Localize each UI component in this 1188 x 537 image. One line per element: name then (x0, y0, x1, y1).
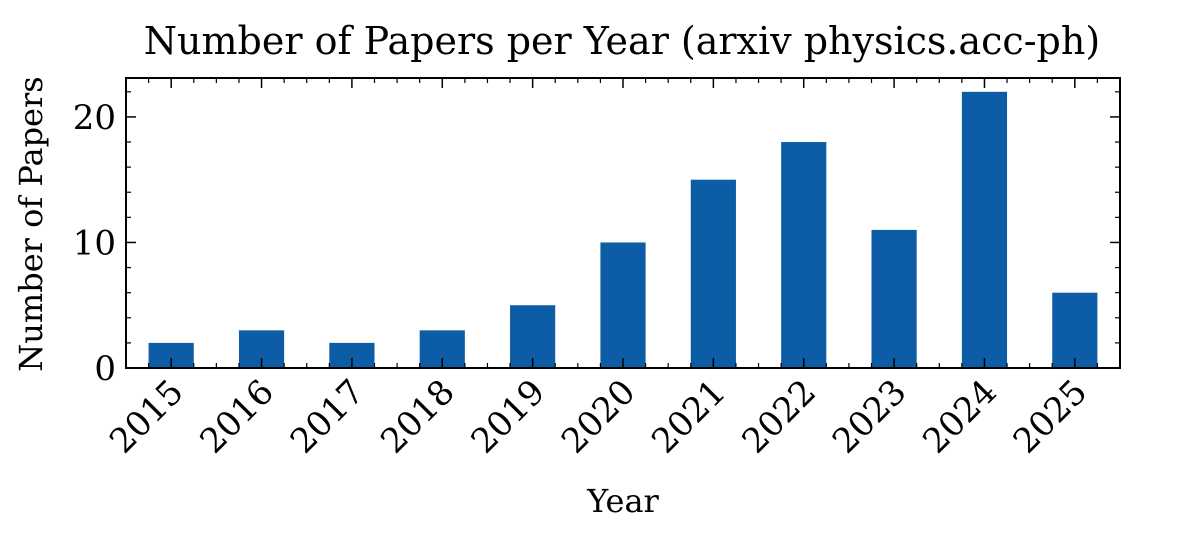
plot-frame (125, 77, 1121, 369)
y-tick-label-10: 10 (73, 223, 116, 263)
x-tick-label-2020: 2020 (554, 372, 643, 461)
x-tick-label-2016: 2016 (192, 372, 281, 461)
x-tick-label-2022: 2022 (735, 372, 824, 461)
bar-2024 (961, 91, 1008, 369)
tick-labels-layer: 2015 2016 2017 2018 2019 2020 2021 2022 2023 2024… (73, 98, 1095, 462)
y-tick-label-20: 20 (73, 98, 116, 138)
x-tick-label-2023: 2023 (825, 372, 914, 461)
x-axis-label: Year (586, 482, 659, 520)
bar-2023 (871, 229, 917, 368)
y-axis-label: Number of Papers (12, 76, 50, 371)
bar-2022 (781, 142, 827, 368)
x-tick-label-2018: 2018 (373, 372, 462, 461)
chart-title: Number of Papers per Year (arxiv physics… (144, 19, 1100, 63)
bar-2025 (1052, 292, 1098, 368)
x-tick-label-2025: 2025 (1006, 372, 1095, 461)
bar-2021 (690, 179, 736, 368)
bars-layer (148, 91, 1098, 369)
bar-2020 (600, 242, 646, 368)
x-tick-label-2021: 2021 (644, 372, 733, 461)
x-tick-label-2024: 2024 (915, 372, 1004, 461)
x-tick-label-2019: 2019 (464, 372, 553, 461)
bar-2019 (510, 305, 556, 368)
y-tick-label-0: 0 (94, 349, 116, 389)
x-tick-label-2017: 2017 (283, 372, 372, 461)
